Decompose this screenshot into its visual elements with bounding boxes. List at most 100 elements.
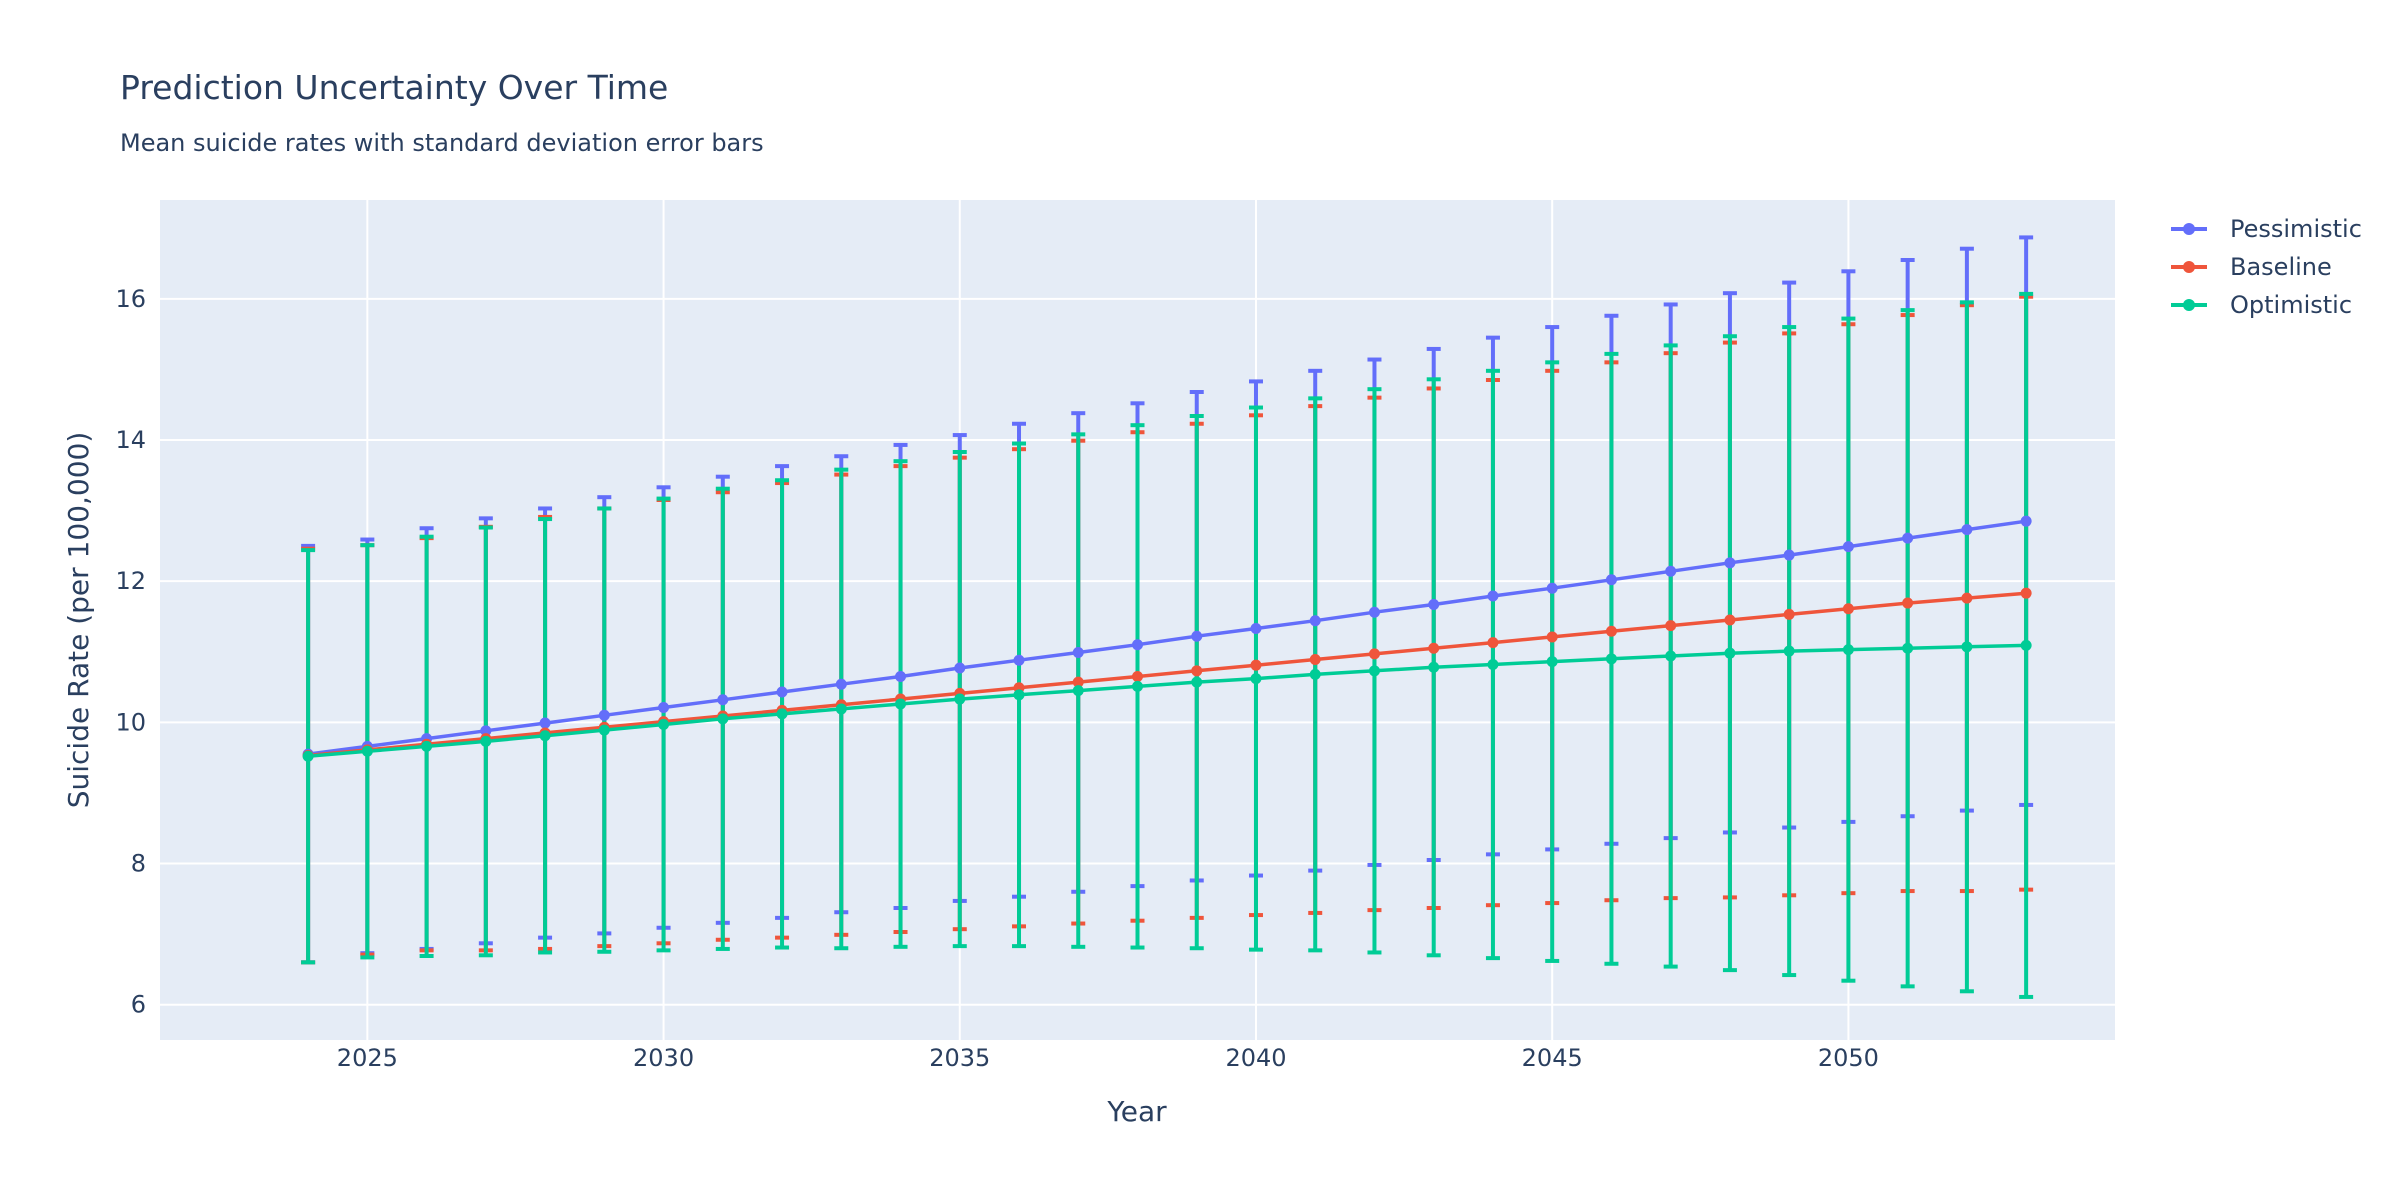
x-tick-label: 2045 [1522,1044,1583,1072]
pessimistic-point [1072,646,1084,658]
pessimistic-point [1724,557,1736,569]
pessimistic-point [1132,639,1143,651]
optimistic-point [835,703,847,715]
y-tick-label: 12 [115,567,146,595]
pessimistic-point [1013,654,1025,666]
pessimistic-point [1250,622,1262,634]
legend[interactable]: Pessimistic Baseline Optimistic [2171,215,2362,319]
x-axis-ticks: 2025 2030 2035 2040 2045 2050 [337,1044,1879,1072]
legend-label: Pessimistic [2230,215,2362,243]
optimistic-point [658,718,670,730]
pessimistic-point [2020,515,2032,527]
baseline-point [1191,665,1203,677]
optimistic-point [598,724,610,736]
baseline-point [1842,603,1854,615]
y-tick-label: 8 [131,850,146,878]
pessimistic-point [480,725,492,737]
legend-label: Optimistic [2230,291,2352,319]
pessimistic-point [598,709,610,721]
optimistic-point [480,735,492,747]
baseline-point [1309,654,1321,666]
baseline-point [1368,648,1380,660]
y-tick-label: 16 [115,285,146,313]
legend-item-baseline[interactable]: Baseline [2171,253,2332,281]
x-axis-title: Year [1106,1095,1167,1128]
chart-title: Prediction Uncertainty Over Time [120,68,668,107]
optimistic-point [539,730,551,742]
baseline-point [1072,676,1084,688]
optimistic-point [717,713,729,725]
optimistic-point [421,740,433,752]
optimistic-point [361,745,373,757]
y-axis-title: Suicide Rate (per 100,000) [62,432,95,809]
pessimistic-point [776,686,788,698]
baseline-point [1132,670,1143,682]
baseline-point [1546,631,1558,643]
optimistic-line [307,643,2027,758]
baseline-point [1487,637,1499,649]
x-tick-label: 2035 [929,1044,990,1072]
baseline-point [1724,614,1736,626]
pessimistic-point [1487,590,1499,602]
pessimistic-point [1428,598,1440,610]
optimistic-point [1250,673,1262,685]
legend-label: Baseline [2230,253,2332,281]
optimistic-point [302,750,314,762]
optimistic-point [1132,680,1143,692]
baseline-point [1250,659,1262,671]
optimistic-point [1783,645,1795,657]
pessimistic-point [1309,615,1321,627]
pessimistic-point [1605,574,1617,586]
optimistic-point [1428,661,1440,673]
baseline-point [1783,608,1795,620]
x-tick-label: 2025 [337,1044,398,1072]
optimistic-point [1487,658,1499,670]
baseline-point [1665,620,1677,632]
legend-item-optimistic[interactable]: Optimistic [2171,291,2352,319]
optimistic-point [1368,665,1380,677]
optimistic-point [954,693,966,705]
legend-swatch-marker [2183,299,2195,311]
pessimistic-point [539,717,551,729]
optimistic-point [1013,689,1025,701]
optimistic-point [1842,644,1854,656]
pessimistic-line [307,519,2027,756]
baseline-point [1428,642,1440,654]
optimistic-point [776,708,788,720]
optimistic-point [1902,642,1914,654]
legend-swatch-marker [2183,261,2195,273]
legend-item-pessimistic[interactable]: Pessimistic [2171,215,2362,243]
y-tick-label: 6 [131,991,146,1019]
y-axis-ticks: 6 8 10 12 14 16 [115,285,146,1019]
legend-swatch-marker [2183,223,2195,235]
baseline-point [2020,587,2032,599]
optimistic-point [1309,668,1321,680]
pessimistic-point [1191,630,1203,642]
pessimistic-point [1902,532,1914,544]
chart-subtitle: Mean suicide rates with standard deviati… [120,129,764,157]
x-tick-label: 2040 [1225,1044,1286,1072]
y-tick-label: 14 [115,426,146,454]
pessimistic-point [895,670,907,682]
optimistic-point [1546,656,1558,668]
optimistic-point [895,698,907,710]
optimistic-point [1961,641,1973,653]
pessimistic-point [1665,565,1677,577]
baseline-point [1961,592,1973,604]
optimistic-point [1724,647,1736,659]
optimistic-point [1072,685,1084,697]
pessimistic-point [658,702,670,714]
x-tick-label: 2030 [633,1044,694,1072]
pessimistic-point [717,694,729,706]
optimistic-point [1605,653,1617,665]
pessimistic-point [1961,524,1973,536]
baseline-line [307,591,2027,758]
optimistic-point [2020,639,2032,651]
pessimistic-point [1842,541,1854,553]
pessimistic-point [954,662,966,674]
pessimistic-point [835,678,847,690]
pessimistic-point [1368,606,1380,618]
pessimistic-point [1783,549,1795,561]
series-markers [302,515,2032,762]
